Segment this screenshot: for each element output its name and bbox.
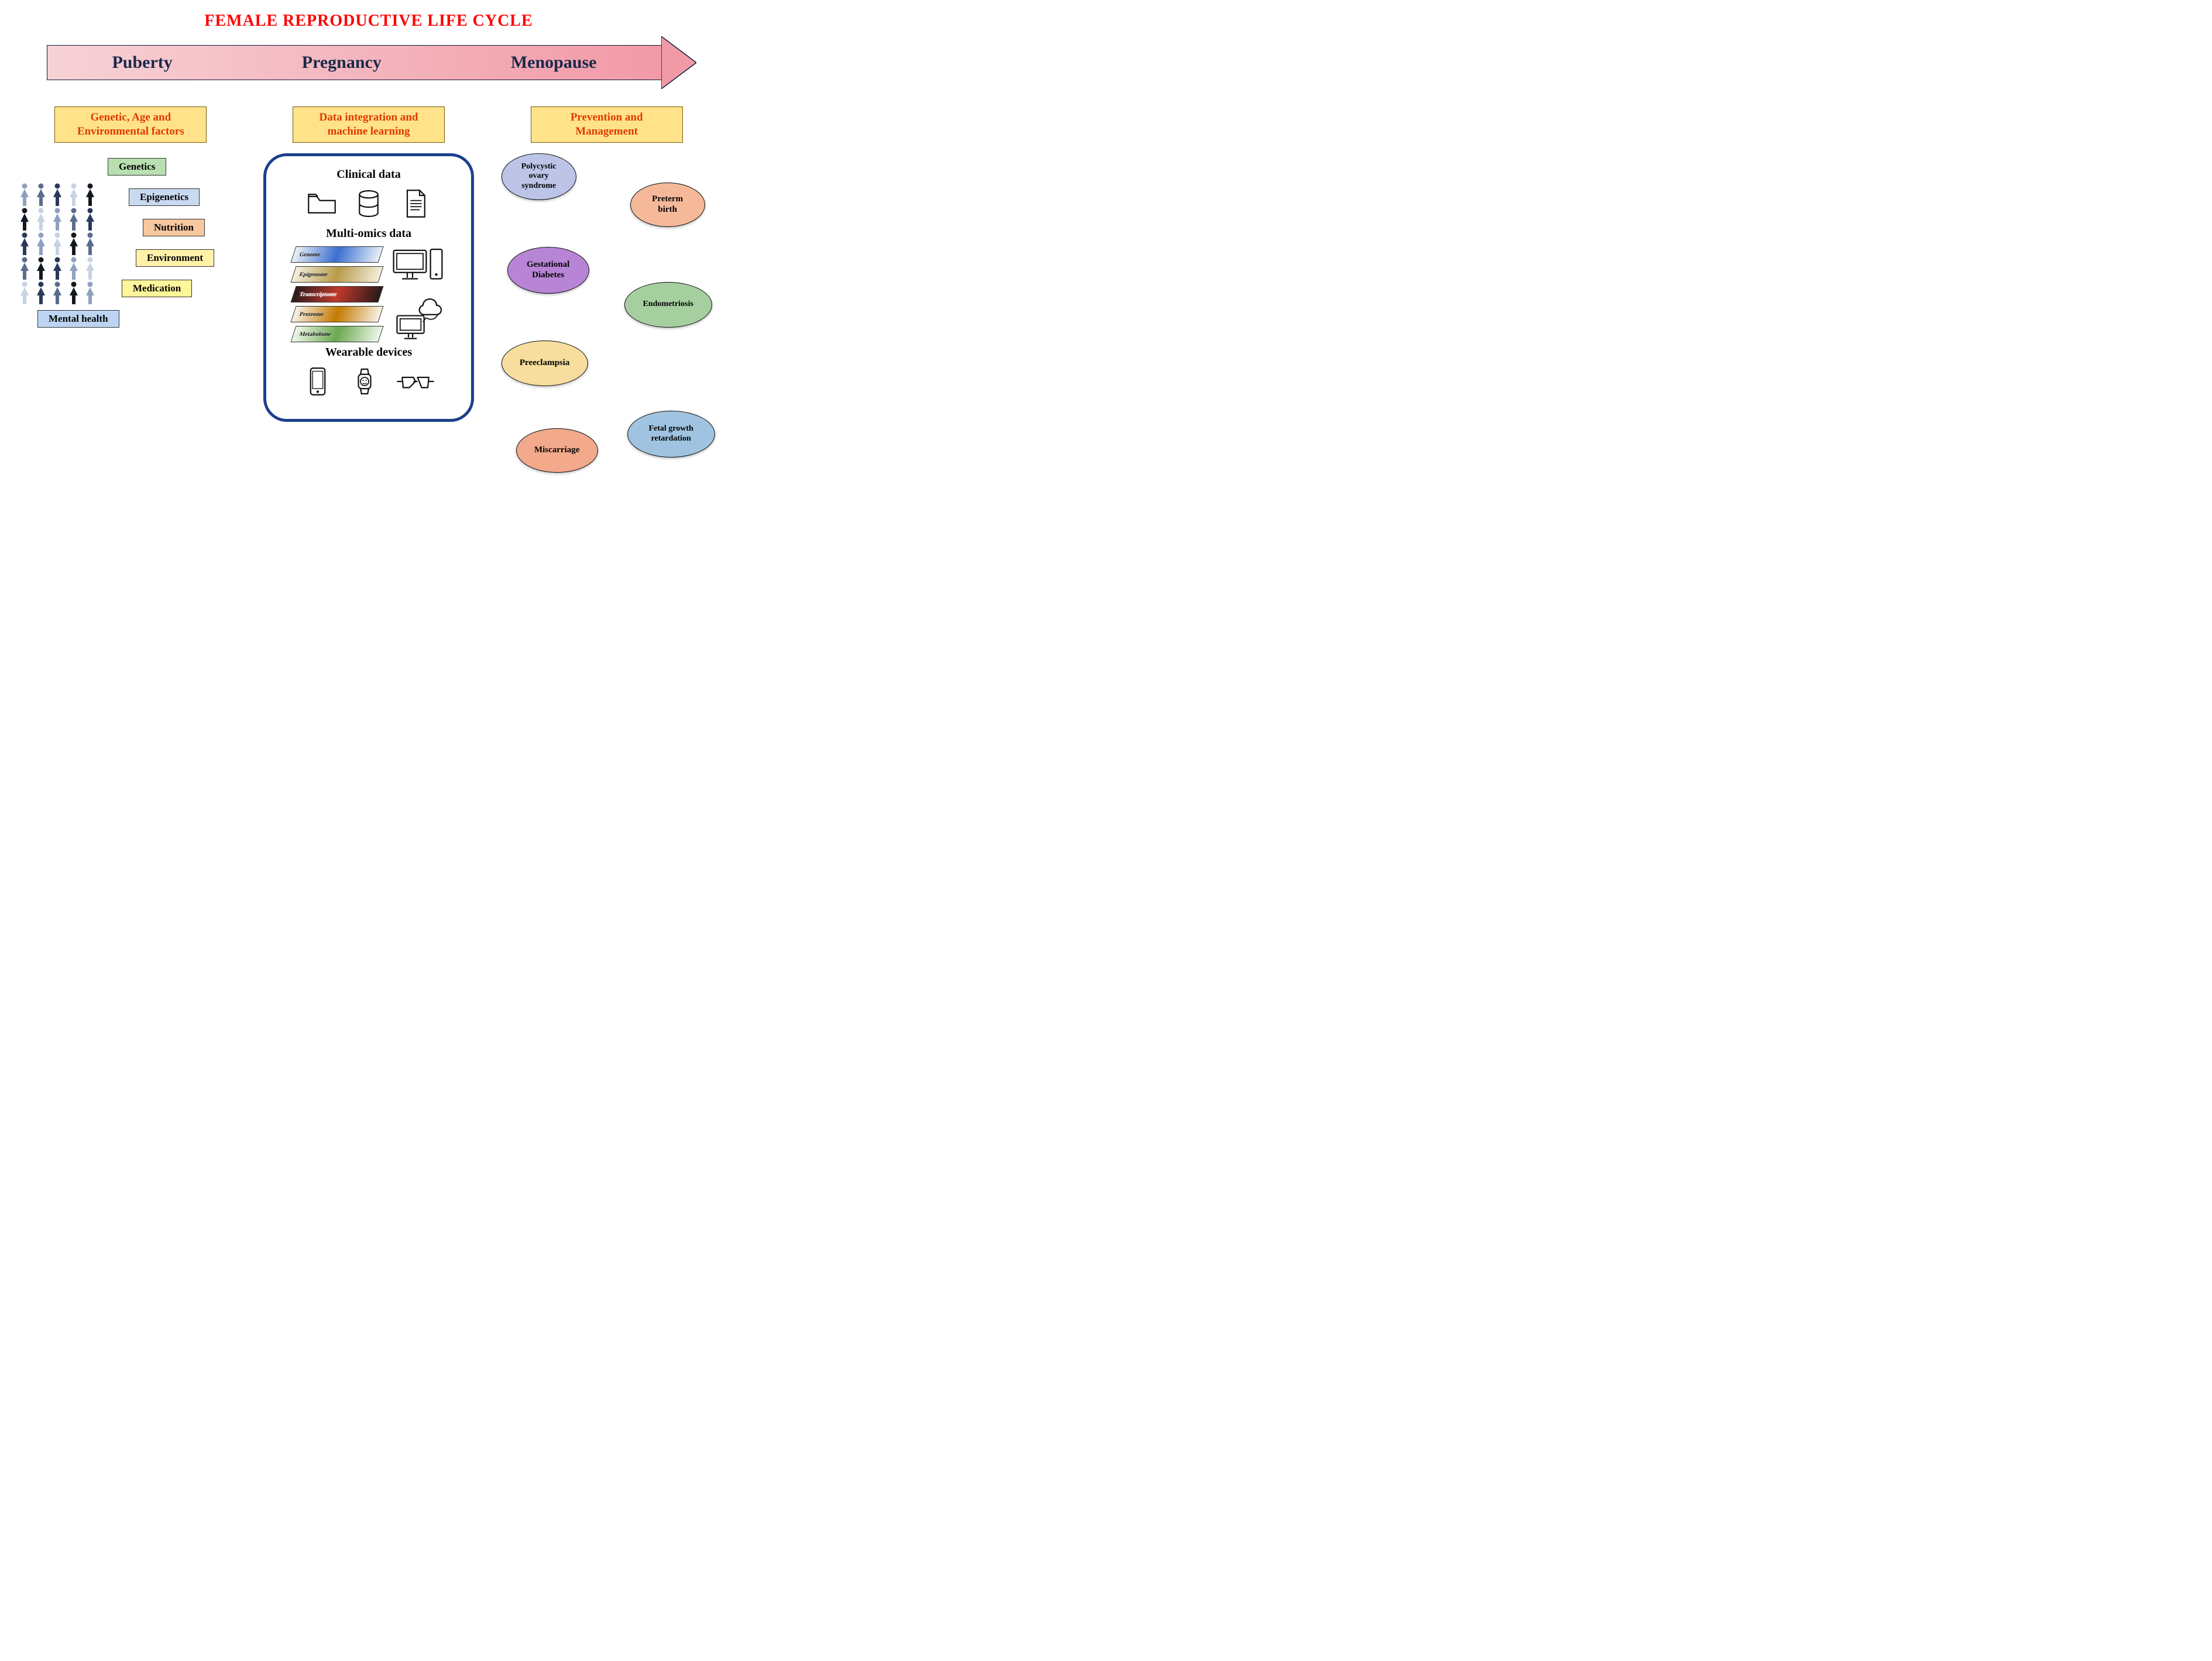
cloud-sync-icon [391,295,444,342]
person-icon [50,232,64,255]
person-icon [34,256,48,280]
factor-chip: Genetics [108,158,166,176]
data-header: Data integration andmachine learning [293,106,445,143]
person-icon [50,183,64,206]
timeline-arrow: Puberty Pregnancy Menopause [47,36,696,89]
people-grid [18,183,97,304]
omics-layer: Epigenome [290,266,383,283]
glasses-icon [395,369,436,394]
outcome-bubble: Pretermbirth [630,183,705,227]
factor-chip-list: Genetics Epigenetics Nutrition Environment M… [108,158,214,328]
stage-pregnancy: Pregnancy [302,53,382,73]
person-icon [18,232,32,255]
outcome-bubble: Endometriosis [624,282,712,328]
person-icon [67,232,81,255]
person-icon [34,281,48,304]
outcome-bubble: Preeclampsia [502,341,588,386]
factors-header: Genetic, Age andEnvironmental factors [54,106,207,143]
person-icon [50,281,64,304]
omics-layer: Transcriptome [290,286,383,302]
factor-chip: Mental health [37,310,119,328]
folder-icon [305,187,338,220]
factor-chip: Medication [122,280,192,297]
person-icon [83,256,97,280]
column-outcomes: Prevention andManagement Polycysticovary… [493,106,720,481]
stage-menopause: Menopause [511,53,597,73]
data-integration-box: Clinical data Multi-omics data Genome Epi… [263,153,474,422]
outcome-bubble: Fetal growthretardation [627,411,715,458]
database-icon [352,187,385,220]
person-icon [83,232,97,255]
stage-puberty: Puberty [112,53,172,73]
person-icon [67,256,81,280]
factor-chip: Epigenetics [129,188,200,206]
column-factors: Genetic, Age andEnvironmental factors Ge… [18,106,244,328]
omics-layer: Proteome [290,306,383,322]
omics-layer: Genome [290,246,383,263]
outcome-bubble: GestationalDiabetes [507,247,589,294]
person-icon [50,256,64,280]
person-icon [18,281,32,304]
outcome-bubble: Polycysticovarysyndrome [502,153,576,200]
person-icon [34,232,48,255]
person-icon [83,281,97,304]
person-icon [67,281,81,304]
wearables-title: Wearable devices [278,346,459,359]
person-icon [67,183,81,206]
outcome-bubbles: Polycysticovarysyndrome Pretermbirth Gesta… [496,153,718,481]
person-icon [18,256,32,280]
smartwatch-icon [348,365,381,398]
person-icon [83,183,97,206]
person-icon [67,207,81,231]
person-icon [34,183,48,206]
person-icon [83,207,97,231]
outcomes-header: Prevention andManagement [531,106,683,143]
omics-layer: Metabolome [290,326,383,342]
arrow-head-icon [661,36,696,89]
factor-chip: Environment [136,249,214,267]
page-title: FEMALE REPRODUCTIVE LIFE CYCLE [18,12,720,30]
document-icon [399,187,432,220]
multiomics-title: Multi-omics data [278,227,459,240]
person-icon [18,207,32,231]
factor-chip: Nutrition [143,219,205,236]
person-icon [50,207,64,231]
omics-stack: Genome Epigenome Transcriptome Proteome Meta… [293,246,381,342]
column-data: Data integration andmachine learning Cli… [256,106,482,422]
outcome-bubble: Miscarriage [516,428,598,473]
clinical-data-title: Clinical data [278,168,459,181]
phone-icon [301,365,334,398]
person-icon [34,207,48,231]
person-icon [18,183,32,206]
computer-icon [391,247,444,284]
